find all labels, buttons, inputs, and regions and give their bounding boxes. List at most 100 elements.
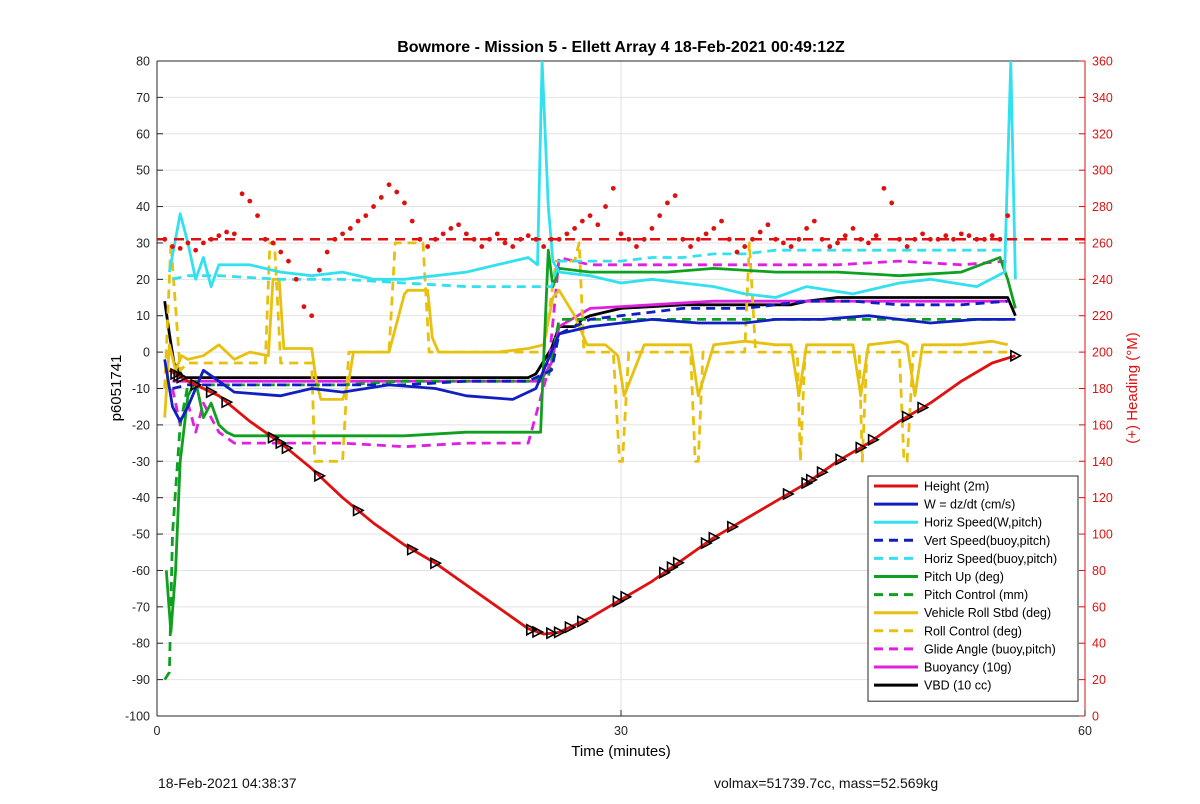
heading-point xyxy=(641,236,647,242)
y-tick-label: 0 xyxy=(143,346,150,360)
legend-label-vert-speed-buoy-pitch: Vert Speed(buoy,pitch) xyxy=(924,534,1050,548)
heading-point xyxy=(966,233,972,239)
heading-point xyxy=(742,244,748,249)
y2-tick-label: 100 xyxy=(1092,528,1113,542)
height-marker xyxy=(805,473,818,487)
heading-point xyxy=(394,189,400,195)
y2-tick-label: 80 xyxy=(1092,564,1106,578)
height-marker xyxy=(816,465,829,479)
heading-point xyxy=(177,246,183,251)
heading-point xyxy=(935,236,941,242)
y-tick-label: -40 xyxy=(132,491,150,505)
y-tick-label: 30 xyxy=(136,236,150,250)
heading-point xyxy=(804,225,809,231)
heading-point xyxy=(185,240,191,246)
heading-point xyxy=(873,233,879,239)
heading-point xyxy=(347,225,353,231)
height-marker xyxy=(532,625,545,639)
height-marker xyxy=(221,395,234,409)
y2-ticks: 0 20 40 60 80 100 120 140 160 180 200 220 240 260 280 3… xyxy=(1079,55,1113,724)
x-tick-label: 30 xyxy=(614,724,628,738)
y2-tick-label: 240 xyxy=(1092,273,1113,287)
heading-point xyxy=(850,225,856,231)
heading-point xyxy=(572,225,577,231)
height-marker xyxy=(190,378,203,392)
footer-vehicle-stats: volmax=51739.7cc, mass=52.569kg xyxy=(714,775,939,791)
height-marker xyxy=(708,531,721,545)
heading-point xyxy=(549,236,554,242)
height-marker xyxy=(917,401,930,414)
y-tick-label: 80 xyxy=(136,55,150,69)
height-marker xyxy=(553,625,566,639)
y2-tick-label: 340 xyxy=(1092,91,1113,105)
legend-label-vehicle-roll-stbd-deg: Vehicle Roll Stbd (deg) xyxy=(924,606,1051,620)
heading-point xyxy=(773,236,779,242)
y2-tick-label: 140 xyxy=(1092,455,1113,469)
height-marker xyxy=(835,453,848,466)
heading-point xyxy=(433,236,438,242)
heading-point xyxy=(371,204,376,209)
heading-point xyxy=(448,225,454,231)
height-marker xyxy=(406,543,419,556)
legend-label-pitch-up-deg: Pitch Up (deg) xyxy=(924,570,1004,584)
heading-point xyxy=(162,236,168,242)
height-marker xyxy=(314,469,327,483)
height-marker xyxy=(205,385,218,399)
legend: Height (2m) W = dz/dt (cm/s) Horiz Speed(W… xyxy=(867,475,1079,702)
y-tick-label: 40 xyxy=(136,200,150,214)
y-tick-label: 70 xyxy=(136,91,150,105)
y2-axis-label: (+) Heading (°M) xyxy=(1124,332,1141,443)
legend-label-w-dz-dt-cm-s: W = dz/dt (cm/s) xyxy=(924,498,1015,512)
y-tick-label: 10 xyxy=(136,309,150,323)
y-tick-label: -100 xyxy=(125,710,150,724)
heading-point xyxy=(734,249,740,255)
y2-tick-label: 280 xyxy=(1092,200,1113,214)
marker-layer xyxy=(170,349,1023,640)
heading-point xyxy=(1005,213,1011,219)
y2-tick-label: 20 xyxy=(1092,673,1106,687)
heading-point xyxy=(672,193,678,199)
heading-point xyxy=(626,236,632,242)
y-ticks: -100-90-80-70-60-50-40-30-20-10010203040… xyxy=(125,55,163,724)
heading-point xyxy=(309,313,315,319)
heading-point xyxy=(255,213,260,219)
y2-tick-label: 0 xyxy=(1092,710,1099,724)
heading-point xyxy=(595,222,601,228)
heading-point xyxy=(781,240,786,246)
y2-tick-label: 320 xyxy=(1092,127,1113,141)
height-marker xyxy=(867,433,880,447)
y2-tick-label: 40 xyxy=(1092,637,1106,651)
y-tick-label: -30 xyxy=(132,455,150,469)
heading-point xyxy=(301,304,307,310)
y-tick-label: -60 xyxy=(132,564,150,578)
heading-point xyxy=(610,185,616,191)
series-line-w-dz-dt-cm-s xyxy=(163,314,1016,423)
heading-point xyxy=(726,236,732,242)
heading-point xyxy=(463,231,469,237)
y2-tick-label: 260 xyxy=(1092,236,1113,250)
y-tick-label: 60 xyxy=(136,127,150,141)
height-marker xyxy=(901,410,914,424)
heading-point xyxy=(239,191,245,197)
heading-point xyxy=(757,229,763,235)
heading-point xyxy=(170,244,175,249)
height-marker xyxy=(546,626,559,640)
height-marker xyxy=(577,615,590,628)
y-tick-label: -10 xyxy=(132,382,150,396)
heading-point xyxy=(889,200,895,206)
heading-point xyxy=(579,218,585,224)
heading-point xyxy=(920,231,925,237)
height-marker xyxy=(352,504,365,517)
series-line-vert-speed-buoy-pitch xyxy=(172,299,1008,390)
legend-label-pitch-control-mm: Pitch Control (mm) xyxy=(924,588,1028,602)
heading-point xyxy=(224,229,230,235)
heading-point xyxy=(897,236,902,242)
legend-label-horiz-speed-buoy-pitch: Horiz Speed(buoy,pitch) xyxy=(924,552,1057,566)
x-axis-label: Time (minutes) xyxy=(571,743,670,760)
heading-point xyxy=(665,200,670,206)
series-line-height-2m xyxy=(168,354,1016,636)
legend-label-buoyancy-10g: Buoyancy (10g) xyxy=(924,661,1012,675)
heading-point xyxy=(208,236,214,242)
x-tick-label: 60 xyxy=(1078,724,1092,738)
heading-point xyxy=(703,231,709,237)
